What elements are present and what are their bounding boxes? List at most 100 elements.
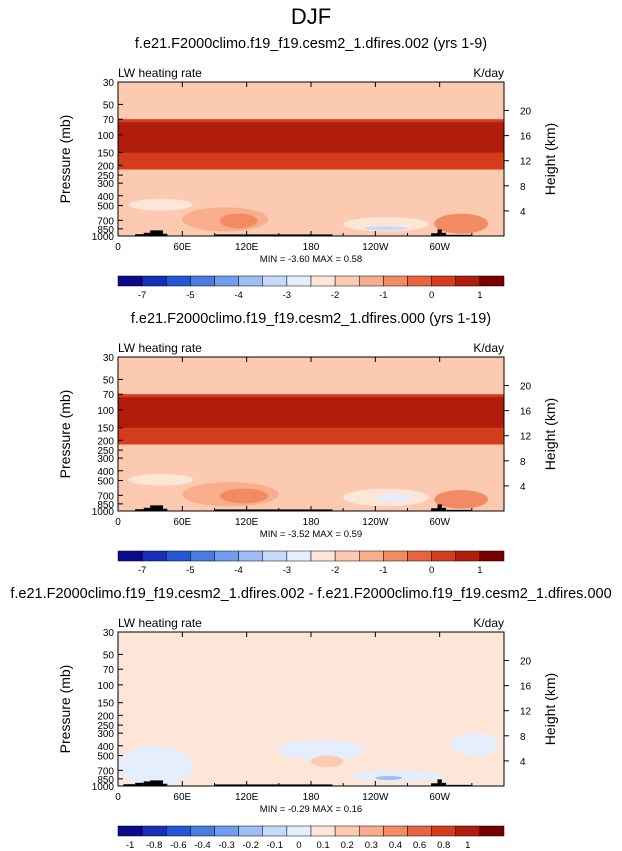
y-tick-label: 70 xyxy=(103,665,115,676)
min-max-stats: MIN = -3.52 MAX = 0.59 xyxy=(260,529,362,540)
topography-block xyxy=(214,509,333,511)
height-tick-label: 8 xyxy=(520,732,526,743)
colorbar-label: -0.3 xyxy=(218,840,234,851)
colorbar-label: -3 xyxy=(283,290,291,301)
contour-diff-east-cool xyxy=(450,733,499,756)
chart-panel-2: f.e21.F2000climo.f19_f19.cesm2_1.dfires.… xyxy=(57,311,558,576)
y-tick-label: 30 xyxy=(103,628,115,639)
colorbar-swatch xyxy=(407,550,432,562)
height-tick-label: 16 xyxy=(520,132,532,143)
topography-block xyxy=(150,505,164,511)
field-label: LW heating rate xyxy=(118,341,202,355)
topography-block xyxy=(446,234,472,236)
y-tick-label: 50 xyxy=(103,650,115,661)
contour-warm-samerica xyxy=(434,213,488,234)
colorbar-label: -2 xyxy=(331,290,339,301)
contour-diff-west-cool xyxy=(117,745,194,787)
y-axis-title: Pressure (mb) xyxy=(57,390,73,479)
contour-cool-west xyxy=(128,198,194,211)
colorbar-swatch xyxy=(407,275,432,287)
x-tick-label: 120E xyxy=(235,792,259,803)
colorbar-swatch xyxy=(117,275,143,287)
colorbar-swatch xyxy=(431,275,456,287)
colorbar-swatch xyxy=(334,550,360,562)
colorbar-swatch xyxy=(310,550,336,562)
y-tick-label: 700 xyxy=(97,491,114,502)
colorbar-swatch xyxy=(166,550,191,562)
colorbar-swatch xyxy=(286,550,312,562)
y-tick-label: 400 xyxy=(97,192,114,203)
height-tick-label: 20 xyxy=(520,107,532,118)
colorbar-swatch xyxy=(383,550,408,562)
y-tick-label: 50 xyxy=(103,375,115,386)
colorbar-label: -5 xyxy=(186,565,194,576)
x-tick-label: 120W xyxy=(362,242,389,253)
topography-block xyxy=(441,232,447,236)
x-tick-label: 60E xyxy=(173,792,191,803)
colorbar-label: -2 xyxy=(331,565,339,576)
colorbar-swatch xyxy=(190,275,215,287)
contour-warm-samerica xyxy=(434,490,488,509)
contour-cool-pacific xyxy=(343,217,429,232)
y-tick-label: 400 xyxy=(97,467,114,478)
height-tick-label: 8 xyxy=(520,457,526,468)
y-tick-label: 850 xyxy=(97,500,114,511)
colorbar-swatch xyxy=(383,825,408,837)
colorbar-label: 1 xyxy=(477,290,482,301)
colorbar-swatch xyxy=(141,275,167,287)
topography-block xyxy=(135,509,144,511)
colorbar-label: -3 xyxy=(283,565,291,576)
y-tick-label: 500 xyxy=(97,477,114,488)
contour-diff-warm-patch xyxy=(311,755,344,768)
colorbar-label: -0.8 xyxy=(146,840,162,851)
colorbar-swatch xyxy=(431,550,456,562)
colorbar-swatch xyxy=(190,550,215,562)
y-tick-label: 300 xyxy=(97,454,114,465)
colorbar-label: -0.4 xyxy=(194,840,210,851)
x-tick-label: 60W xyxy=(429,792,450,803)
y-tick-label: 500 xyxy=(97,202,114,213)
colorbar-swatch xyxy=(431,825,456,837)
colorbar-swatch xyxy=(286,275,312,287)
colorbar-swatch xyxy=(359,550,384,562)
panel-title: f.e21.F2000climo.f19_f19.cesm2_1.dfires.… xyxy=(135,36,487,52)
y-tick-label: 250 xyxy=(97,171,114,182)
colorbar-label: -7 xyxy=(138,565,146,576)
colorbar-label: -0.2 xyxy=(243,840,259,851)
y-tick-label: 300 xyxy=(97,729,114,740)
y-tick-label: 100 xyxy=(97,681,114,692)
topography-block xyxy=(446,784,472,786)
colorbar-label: -0.6 xyxy=(170,840,186,851)
colorbar-swatch xyxy=(214,275,239,287)
panel-title: f.e21.F2000climo.f19_f19.cesm2_1.dfires.… xyxy=(131,311,491,327)
colorbar-swatch xyxy=(214,825,239,837)
topography-block xyxy=(150,230,164,236)
height-tick-label: 20 xyxy=(520,657,532,668)
topography-block xyxy=(163,783,168,786)
y-tick-label: 70 xyxy=(103,115,115,126)
colorbar-label: -0.1 xyxy=(267,840,283,851)
y-tick-label: 200 xyxy=(97,161,114,172)
x-tick-label: 180 xyxy=(303,242,320,253)
y-tick-label: 200 xyxy=(97,436,114,447)
colorbar-swatch xyxy=(262,825,288,837)
topography-block xyxy=(431,783,438,786)
y-tick-label: 100 xyxy=(97,131,114,142)
y-tick-label: 150 xyxy=(97,424,114,435)
chart-panel-1: f.e21.F2000climo.f19_f19.cesm2_1.dfires.… xyxy=(57,36,558,301)
colorbar-label: -1 xyxy=(126,840,134,851)
topography-block xyxy=(143,232,151,236)
y-tick-label: 30 xyxy=(103,353,115,364)
colorbar-label: -4 xyxy=(234,565,242,576)
topography-block xyxy=(135,234,144,236)
colorbar-swatch xyxy=(455,825,481,837)
height-tick-label: 12 xyxy=(520,432,532,443)
colorbar-swatch xyxy=(455,550,481,562)
colorbar-swatch xyxy=(479,550,505,562)
topography-block xyxy=(431,508,438,511)
colorbar-label: 0 xyxy=(429,290,434,301)
y-tick-label: 700 xyxy=(97,766,114,777)
contour-cool-west xyxy=(128,473,194,486)
colorbar-swatch xyxy=(141,825,167,837)
y-tick-label: 1000 xyxy=(92,782,115,793)
